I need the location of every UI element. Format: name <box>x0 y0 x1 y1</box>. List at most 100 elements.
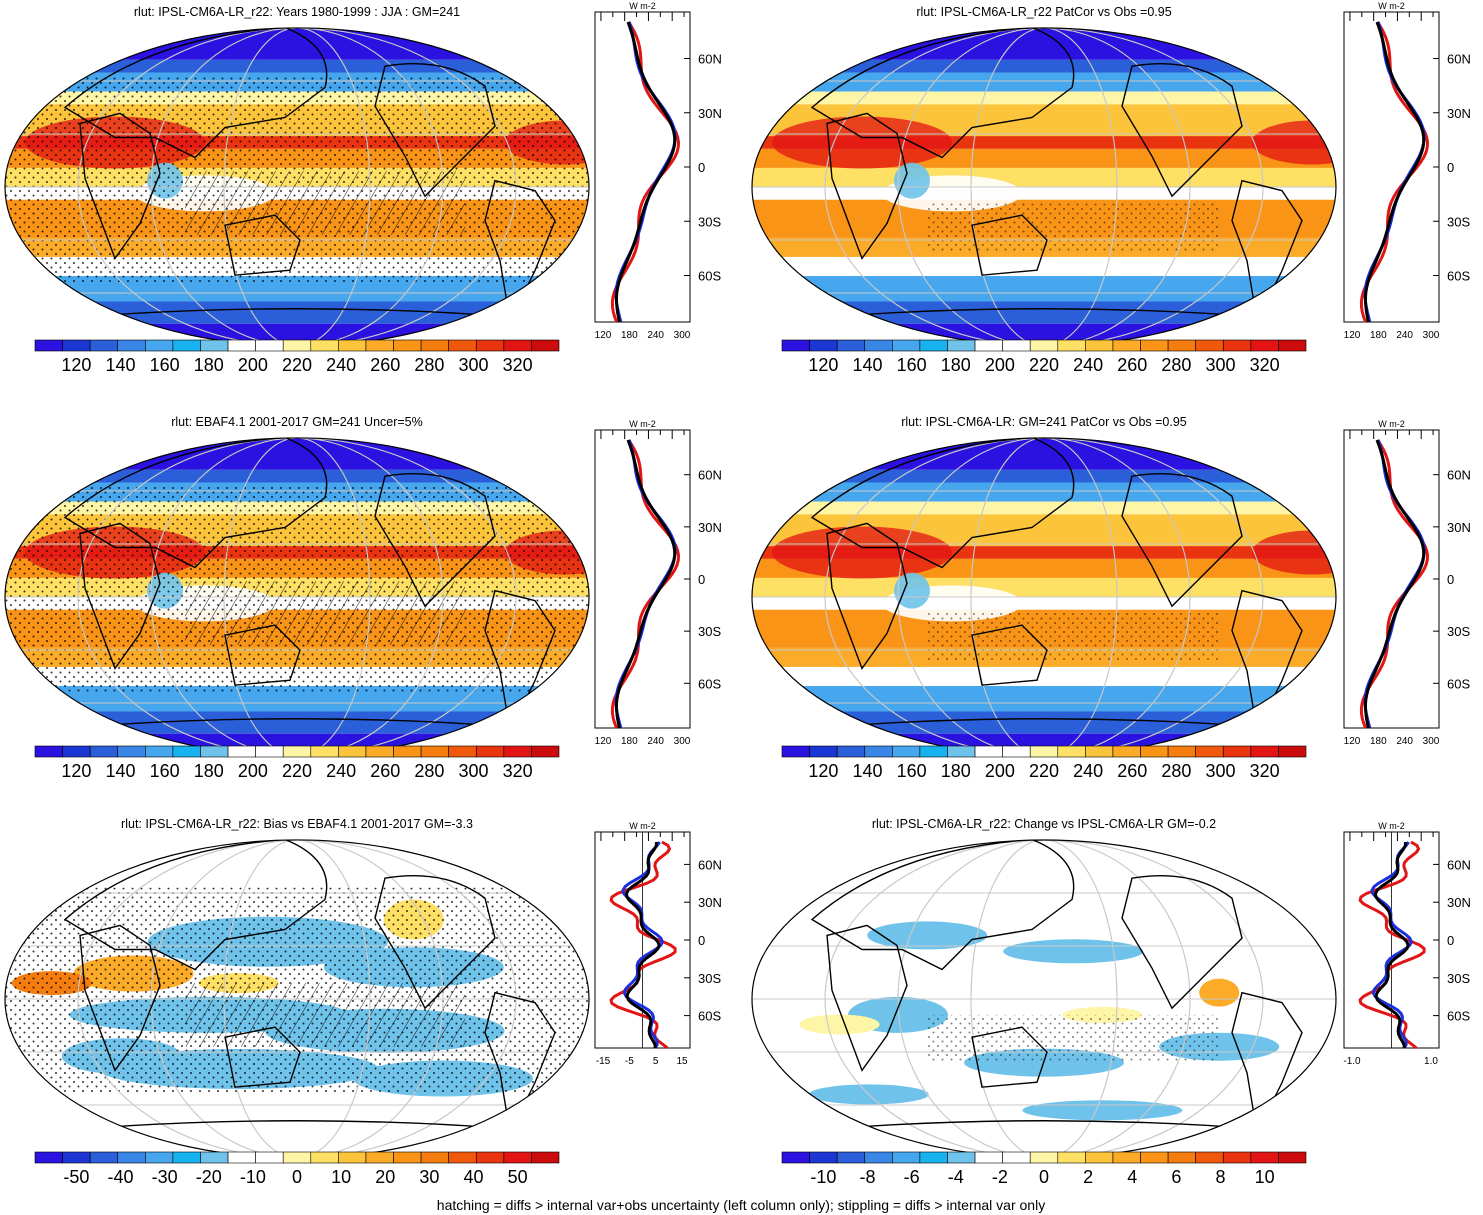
profile-x-label: 240 <box>647 736 664 747</box>
zonal-profile-model-jja: W m-2 120 180 240 300 60N 30N 0 30S 60S <box>594 1 722 341</box>
coastline <box>1121 62 1243 198</box>
colorbar-tick-label: 30 <box>419 1167 439 1187</box>
panel-title: rlut: IPSL-CM6A-LR: GM=241 PatCor vs Obs… <box>901 415 1187 429</box>
colorbar-tick-label: -30 <box>152 1167 178 1187</box>
coastline <box>79 924 161 1072</box>
colorbar-swatch <box>420 745 449 758</box>
colorbar-tick-label: 240 <box>1073 355 1103 375</box>
profile-line <box>1359 21 1429 323</box>
colorbar-obs-ebaf: 120 140 160 180 200 220 240 260 280 300 320 <box>34 745 560 781</box>
colorbar-tick-label: 6 <box>1171 1167 1181 1187</box>
colorbar-tick-label: 160 <box>897 761 927 781</box>
lat-band <box>752 256 1336 277</box>
profile-lat-label: 60N <box>1447 857 1471 872</box>
profile-line <box>615 439 677 729</box>
colorbar-swatch <box>809 745 838 758</box>
profile-line <box>1363 439 1426 729</box>
colorbar-tick-label: 260 <box>1117 761 1147 781</box>
colorbar-swatch <box>227 339 256 352</box>
map-panel-obs-ebaf: rlut: EBAF4.1 2001-2017 GM=241 Uncer=5% <box>4 415 590 757</box>
colorbar-swatch <box>338 745 367 758</box>
profile-lat-label: 0 <box>1447 572 1454 587</box>
profile-x-label: -5 <box>625 1056 634 1067</box>
colorbar-tick-label: 0 <box>292 1167 302 1187</box>
meridian-line <box>970 28 1118 346</box>
lat-band <box>752 666 1336 687</box>
colorbar-tick-label: -6 <box>904 1167 920 1187</box>
colorbar-swatch <box>531 745 560 758</box>
lat-band <box>752 276 1336 302</box>
colorbar-swatch <box>255 745 284 758</box>
colorbar-swatch <box>1002 339 1031 352</box>
colorbar-swatch <box>864 1151 893 1164</box>
profile-line <box>610 439 680 729</box>
colorbar-swatch <box>947 1151 976 1164</box>
colorbar-swatch <box>282 339 312 352</box>
colorbar-swatch <box>1222 1151 1252 1164</box>
colorbar-swatch <box>62 745 91 758</box>
profile-x-label: -15 <box>596 1056 611 1067</box>
stippling <box>927 1014 1220 1063</box>
colorbar-swatch <box>809 339 838 352</box>
profile-lat-label: 30S <box>1447 214 1470 229</box>
colorbar-tick-label: 240 <box>326 355 356 375</box>
colorbar-swatch <box>255 339 284 352</box>
colorbar-tick-label: -20 <box>196 1167 222 1187</box>
profile-x-label: 180 <box>621 330 638 341</box>
profile-line <box>614 439 677 729</box>
map-border <box>4 437 590 757</box>
colorbar-model-jja: 120 140 160 180 200 220 240 260 280 300 320 <box>34 339 560 375</box>
profile-lat-label: 30S <box>1447 624 1470 639</box>
profile-lat-label: 30N <box>698 520 722 535</box>
colorbar-swatch <box>200 339 229 352</box>
colorbar-swatch <box>145 745 174 758</box>
map-border <box>4 839 590 1159</box>
map-border <box>751 437 1337 757</box>
lat-band <box>752 91 1336 105</box>
profile-line <box>621 841 664 1049</box>
profile-x-label: 120 <box>595 736 612 747</box>
profile-line <box>614 21 677 323</box>
colorbar-tick-label: 320 <box>1250 355 1280 375</box>
profile-frame <box>594 429 691 729</box>
colorbar-swatch <box>117 1151 146 1164</box>
colorbar-swatch <box>475 339 505 352</box>
colorbar-swatch <box>475 1151 505 1164</box>
profile-units: W m-2 <box>1378 419 1405 429</box>
profile-units: W m-2 <box>1378 1 1405 11</box>
colorbar-tick-label: 160 <box>150 761 180 781</box>
profile-x-label: 120 <box>1344 330 1361 341</box>
profile-line <box>625 842 661 1049</box>
profile-x-label: 120 <box>1344 736 1361 747</box>
colorbar-tick-label: 280 <box>414 761 444 781</box>
colorbar-swatch <box>117 745 146 758</box>
meridian-line <box>970 840 1118 1158</box>
lat-band <box>752 501 1336 515</box>
colorbar-tick-label: 140 <box>105 355 135 375</box>
profile-lat-label: 0 <box>698 160 705 175</box>
colorbar-swatch <box>393 745 422 758</box>
profile-lat-label: 0 <box>698 933 705 948</box>
profile-x-label: 300 <box>674 330 691 341</box>
subtropic-max <box>1252 120 1336 165</box>
colorbar-swatch <box>1278 339 1307 352</box>
colorbar-swatch <box>919 339 948 352</box>
lat-band <box>752 577 1336 597</box>
colorbar-tick-label: 4 <box>1127 1167 1137 1187</box>
profile-line <box>1359 439 1429 729</box>
colorbar-tick-label: 260 <box>370 761 400 781</box>
coastline <box>826 924 908 1072</box>
colorbar-tick-label: 220 <box>1029 355 1059 375</box>
colorbar-ensemble-mean: 120 140 160 180 200 220 240 260 280 300 320 <box>781 745 1307 781</box>
colorbar-swatch <box>338 1151 367 1164</box>
colorbar-swatch <box>1002 1151 1031 1164</box>
coastline <box>971 214 1048 276</box>
coastline <box>971 624 1048 686</box>
colorbar-swatch <box>62 1151 91 1164</box>
profile-line <box>1364 21 1426 323</box>
colorbar-tick-label: -8 <box>859 1167 875 1187</box>
coastline <box>63 437 328 569</box>
sahara-max <box>772 526 952 579</box>
profile-lat-label: 30S <box>698 214 721 229</box>
colorbar-swatch <box>200 1151 229 1164</box>
